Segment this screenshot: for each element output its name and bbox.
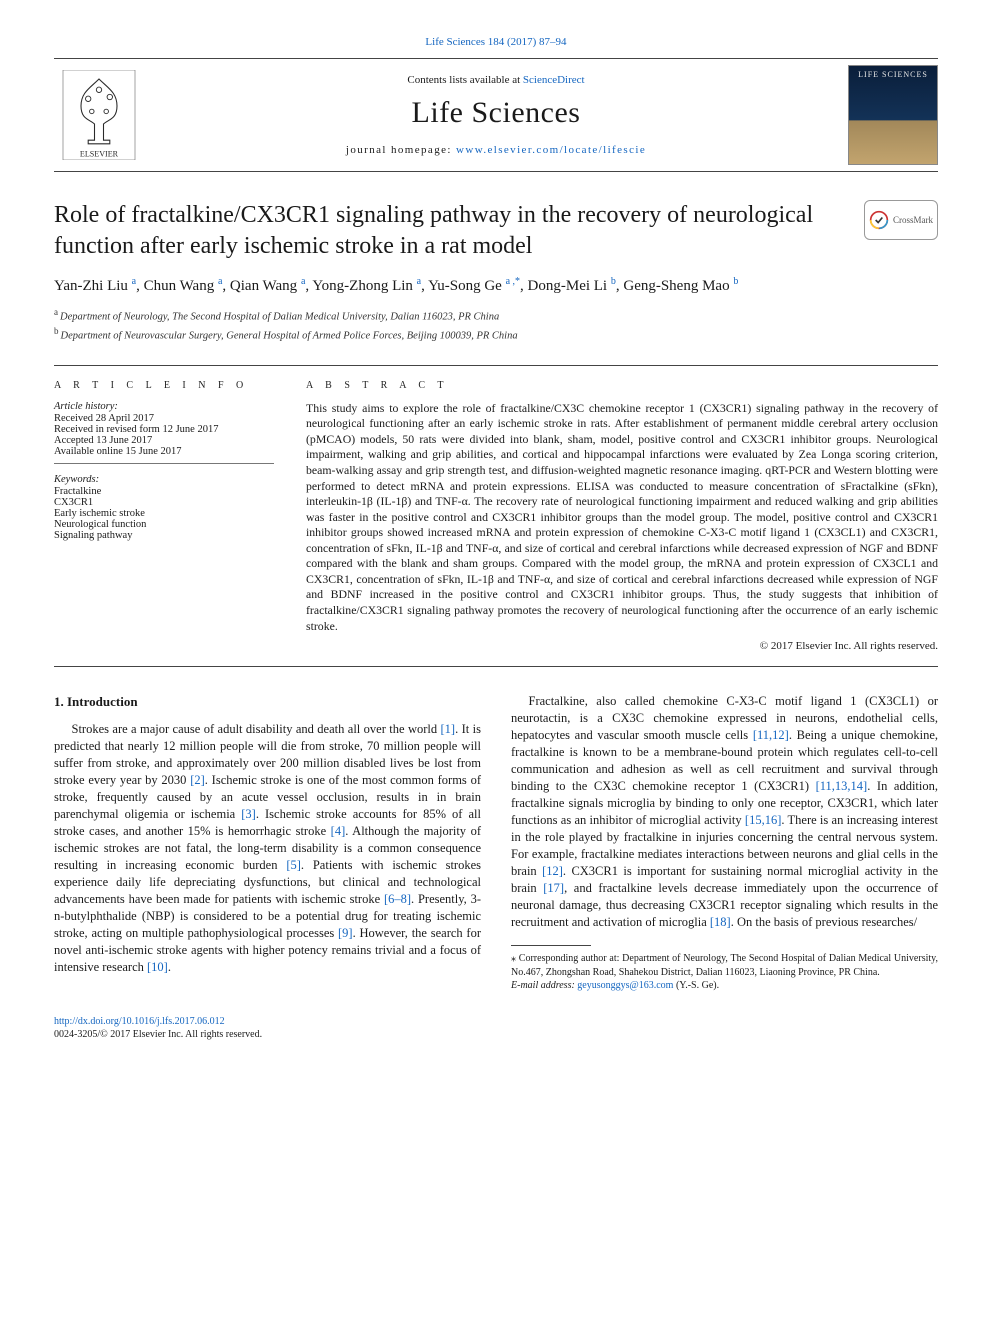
cover-title: LIFE SCIENCES <box>849 70 937 79</box>
author: Chun Wang a <box>144 278 223 294</box>
author: Dong-Mei Li b <box>528 278 616 294</box>
affiliation: bDepartment of Neurovascular Surgery, Ge… <box>54 325 938 344</box>
author-list: Yan-Zhi Liu a, Chun Wang a, Qian Wang a,… <box>54 275 938 298</box>
crossmark-badge[interactable]: CrossMark <box>864 200 938 240</box>
intro-heading: 1. Introduction <box>54 693 481 711</box>
citation-link[interactable]: Life Sciences 184 (2017) 87–94 <box>425 36 566 48</box>
accepted-date: Accepted 13 June 2017 <box>54 435 274 446</box>
doi-block: http://dx.doi.org/10.1016/j.lfs.2017.06.… <box>54 1015 938 1042</box>
publisher-logo: ELSEVIER <box>54 65 144 165</box>
email-footnote: E-mail address: geyusonggys@163.com (Y.-… <box>511 979 938 993</box>
cite-4[interactable]: [4] <box>331 824 346 838</box>
revised-date: Received in revised form 12 June 2017 <box>54 424 274 435</box>
cite-10[interactable]: [10] <box>147 960 168 974</box>
keyword: Neurological function <box>54 519 274 530</box>
corresponding-footnote: ⁎ Corresponding author at: Department of… <box>511 952 938 979</box>
cite-18[interactable]: [18] <box>710 915 731 929</box>
keywords-label: Keywords: <box>54 474 274 485</box>
abstract-copyright: © 2017 Elsevier Inc. All rights reserved… <box>306 640 938 652</box>
body-para-1: Strokes are a major cause of adult disab… <box>54 721 481 976</box>
body-para-2: Fractalkine, also called chemokine C-X3-… <box>511 693 938 931</box>
abstract-text: This study aims to explore the role of f… <box>306 401 938 634</box>
journal-masthead: ELSEVIER Contents lists available at Sci… <box>54 58 938 172</box>
keyword: Fractalkine <box>54 486 274 497</box>
article-info-heading: A R T I C L E I N F O <box>54 380 274 391</box>
doi-link[interactable]: http://dx.doi.org/10.1016/j.lfs.2017.06.… <box>54 1016 225 1027</box>
abstract-heading: A B S T R A C T <box>306 380 938 391</box>
cite-11-12[interactable]: [11,12] <box>753 728 789 742</box>
cite-17[interactable]: [17] <box>543 881 564 895</box>
footnotes: ⁎ Corresponding author at: Department of… <box>511 952 938 993</box>
affiliations: aDepartment of Neurology, The Second Hos… <box>54 306 938 345</box>
journal-cover-thumb: LIFE SCIENCES <box>848 65 938 165</box>
cite-11-13-14[interactable]: [11,13,14] <box>816 779 868 793</box>
cite-6-8[interactable]: [6–8] <box>384 892 411 906</box>
corr-email-link[interactable]: geyusonggys@163.com <box>577 980 673 991</box>
author: Qian Wang a <box>230 278 305 294</box>
elsevier-tree-icon: ELSEVIER <box>59 70 139 160</box>
received-date: Received 28 April 2017 <box>54 413 274 424</box>
author: Yan-Zhi Liu a <box>54 278 136 294</box>
issn-copyright: 0024-3205/© 2017 Elsevier Inc. All right… <box>54 1029 262 1040</box>
article-info-column: A R T I C L E I N F O Article history: R… <box>54 380 274 652</box>
cite-5[interactable]: [5] <box>286 858 301 872</box>
footnote-rule <box>511 945 591 946</box>
history-label: Article history: <box>54 401 274 412</box>
cite-9[interactable]: [9] <box>338 926 353 940</box>
online-date: Available online 15 June 2017 <box>54 446 274 457</box>
journal-homepage-link[interactable]: www.elsevier.com/locate/lifescie <box>456 144 646 156</box>
cite-2[interactable]: [2] <box>190 773 205 787</box>
crossmark-label: CrossMark <box>893 215 933 225</box>
affiliation: aDepartment of Neurology, The Second Hos… <box>54 306 938 325</box>
author: Yong-Zhong Lin a <box>312 278 421 294</box>
author: Yu-Song Ge a ,* <box>428 278 520 294</box>
running-head: Life Sciences 184 (2017) 87–94 <box>54 36 938 48</box>
cite-1[interactable]: [1] <box>441 722 456 736</box>
author: Geng-Sheng Mao b <box>623 278 738 294</box>
contents-line: Contents lists available at ScienceDirec… <box>144 74 848 86</box>
journal-homepage: journal homepage: www.elsevier.com/locat… <box>144 144 848 156</box>
keyword: CX3CR1 <box>54 497 274 508</box>
svg-text:ELSEVIER: ELSEVIER <box>80 149 119 158</box>
crossmark-icon <box>869 210 889 230</box>
abstract-column: A B S T R A C T This study aims to explo… <box>306 380 938 652</box>
cite-3[interactable]: [3] <box>241 807 256 821</box>
sciencedirect-link[interactable]: ScienceDirect <box>523 74 585 86</box>
keyword: Signaling pathway <box>54 530 274 541</box>
keyword: Early ischemic stroke <box>54 508 274 519</box>
cite-12b[interactable]: [12] <box>542 864 563 878</box>
body-columns: 1. Introduction Strokes are a major caus… <box>54 693 938 993</box>
abstract-end-rule <box>54 666 938 667</box>
cite-15-16[interactable]: [15,16] <box>745 813 781 827</box>
journal-name: Life Sciences <box>144 96 848 130</box>
article-title: Role of fractalkine/CX3CR1 signaling pat… <box>54 200 852 261</box>
